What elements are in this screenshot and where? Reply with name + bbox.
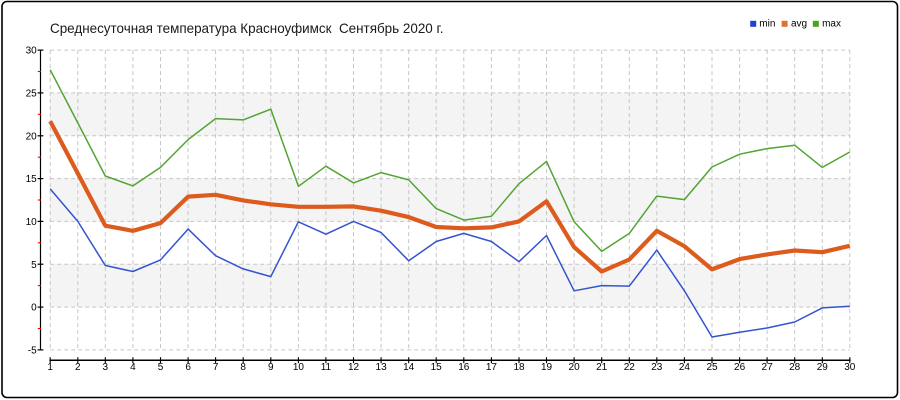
svg-text:14: 14 [403,362,415,373]
svg-text:27: 27 [762,362,774,373]
svg-text:11: 11 [321,362,332,373]
svg-text:10: 10 [293,362,305,373]
svg-text:21: 21 [596,362,608,373]
svg-text:3: 3 [103,362,109,373]
svg-text:30: 30 [844,362,856,373]
svg-text:25: 25 [706,362,718,373]
svg-text:16: 16 [458,362,470,373]
svg-text:13: 13 [376,362,388,373]
svg-text:9: 9 [268,362,274,373]
svg-text:22: 22 [624,362,636,373]
svg-text:0: 0 [31,303,37,314]
svg-text:-5: -5 [28,346,37,357]
svg-text:26: 26 [734,362,746,373]
svg-text:min: min [759,19,775,30]
svg-text:max: max [822,19,841,30]
svg-text:20: 20 [26,131,38,142]
svg-text:10: 10 [26,217,38,228]
svg-text:avg: avg [791,19,807,30]
svg-text:29: 29 [817,362,829,373]
svg-text:5: 5 [158,362,164,373]
svg-text:28: 28 [789,362,801,373]
svg-text:25: 25 [26,89,38,100]
svg-text:17: 17 [486,362,498,373]
svg-text:Среднесуточная температура Кра: Среднесуточная температура Красноуфимск … [50,21,444,36]
svg-text:15: 15 [26,174,38,185]
svg-text:20: 20 [569,362,581,373]
svg-text:19: 19 [541,362,553,373]
svg-text:1: 1 [47,362,53,373]
svg-text:24: 24 [679,362,691,373]
svg-text:6: 6 [185,362,191,373]
svg-text:30: 30 [26,46,38,57]
svg-text:12: 12 [348,362,360,373]
svg-text:4: 4 [130,362,136,373]
svg-text:18: 18 [513,362,525,373]
svg-text:15: 15 [431,362,443,373]
svg-text:8: 8 [240,362,246,373]
svg-text:5: 5 [31,260,37,271]
svg-text:23: 23 [651,362,663,373]
svg-text:7: 7 [213,362,219,373]
svg-text:2: 2 [75,362,81,373]
